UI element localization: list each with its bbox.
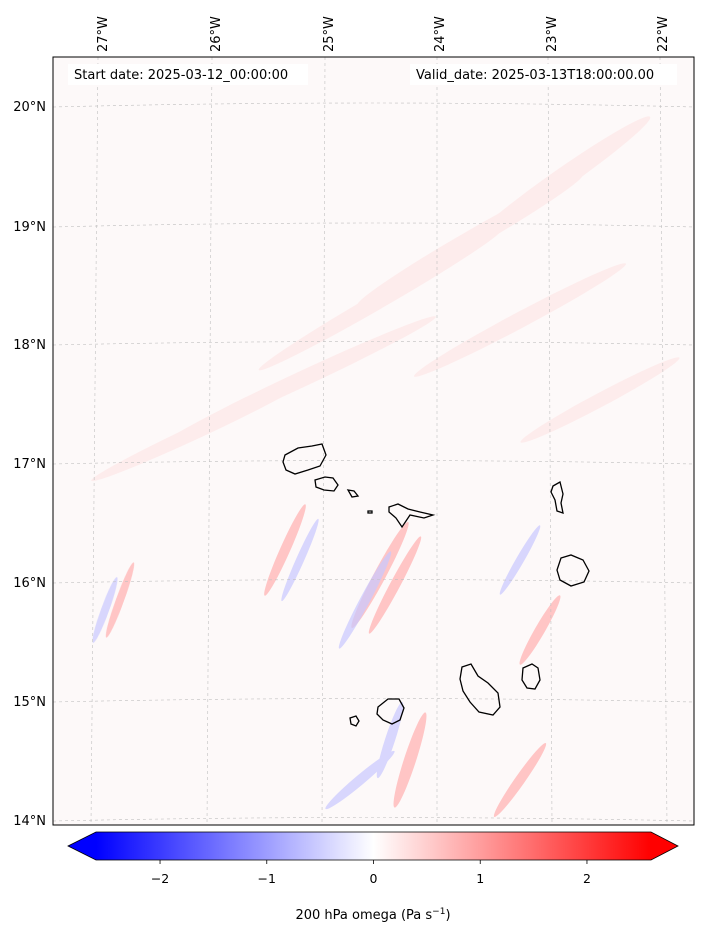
- colorbar: −2 −1 0 1 2 200 hPa omega (Pa s−1): [67, 831, 679, 923]
- start-date-box: [68, 64, 308, 85]
- lon-label-24w: 24°W: [433, 16, 448, 52]
- island-fogo: [376, 698, 405, 725]
- island-santa-luzia: [346, 489, 360, 498]
- island-brava: [349, 715, 360, 727]
- colorbar-label-text: 200 hPa omega (Pa s: [295, 908, 432, 923]
- coastlines: [282, 443, 590, 727]
- colorbar-label: 200 hPa omega (Pa s−1): [295, 907, 450, 923]
- lon-label-22w: 22°W: [656, 16, 671, 52]
- colorbar-label-close: ): [445, 908, 450, 923]
- island-maio: [521, 663, 541, 690]
- valid-date-label: Valid_date: 2025-03-13T18:00:00.00: [416, 68, 654, 83]
- lon-label-23w: 23°W: [545, 16, 560, 52]
- map-gridlines: [52, 56, 695, 826]
- lon-label-26w: 26°W: [209, 16, 224, 52]
- island-branco: [367, 510, 373, 514]
- island-santo-antao: [282, 443, 327, 475]
- island-sao-vicente: [314, 476, 339, 492]
- colorbar-tick-label: 1: [476, 871, 484, 886]
- lat-label-14n: 14°N: [13, 814, 46, 829]
- lat-label-16n: 16°N: [13, 576, 46, 591]
- colorbar-tick-label: 0: [370, 871, 378, 886]
- lat-label-17n: 17°N: [13, 457, 46, 472]
- map-panel: Start date: 2025-03-12_00:00:00 Valid_da…: [52, 56, 695, 826]
- colorbar-tick-label: 2: [583, 871, 591, 886]
- lon-label-25w: 25°W: [322, 16, 337, 52]
- island-sao-nicolau: [388, 503, 436, 529]
- colorbar-tick-label: −1: [258, 871, 276, 886]
- colorbar-min-extend: [68, 832, 96, 860]
- colorbar-max-extend: [651, 832, 678, 860]
- map-background: [53, 57, 694, 825]
- longitude-labels: 27°W 26°W 25°W 24°W 23°W 22°W: [96, 16, 671, 52]
- lat-label-15n: 15°N: [13, 695, 46, 710]
- lat-label-20n: 20°N: [13, 100, 46, 115]
- island-santiago: [459, 663, 501, 716]
- start-date-label: Start date: 2025-03-12_00:00:00: [74, 68, 288, 83]
- island-sal: [550, 481, 564, 514]
- map-frame: [52, 56, 695, 826]
- lon-label-27w: 27°W: [96, 16, 111, 52]
- colorbar-label-exponent: −1: [432, 907, 445, 917]
- lat-label-18n: 18°N: [13, 338, 46, 353]
- colorbar-outline: [67, 831, 679, 861]
- colorbar-ticks: −2 −1 0 1 2: [151, 860, 591, 886]
- island-boa-vista: [556, 554, 590, 587]
- colorbar-gradient: [96, 832, 651, 860]
- latitude-labels: 20°N 19°N 18°N 17°N 16°N 15°N 14°N: [13, 100, 46, 829]
- colorbar-tick-label: −2: [151, 871, 169, 886]
- lat-label-19n: 19°N: [13, 220, 46, 235]
- omega-field: [91, 116, 680, 817]
- valid-date-box: [410, 64, 677, 85]
